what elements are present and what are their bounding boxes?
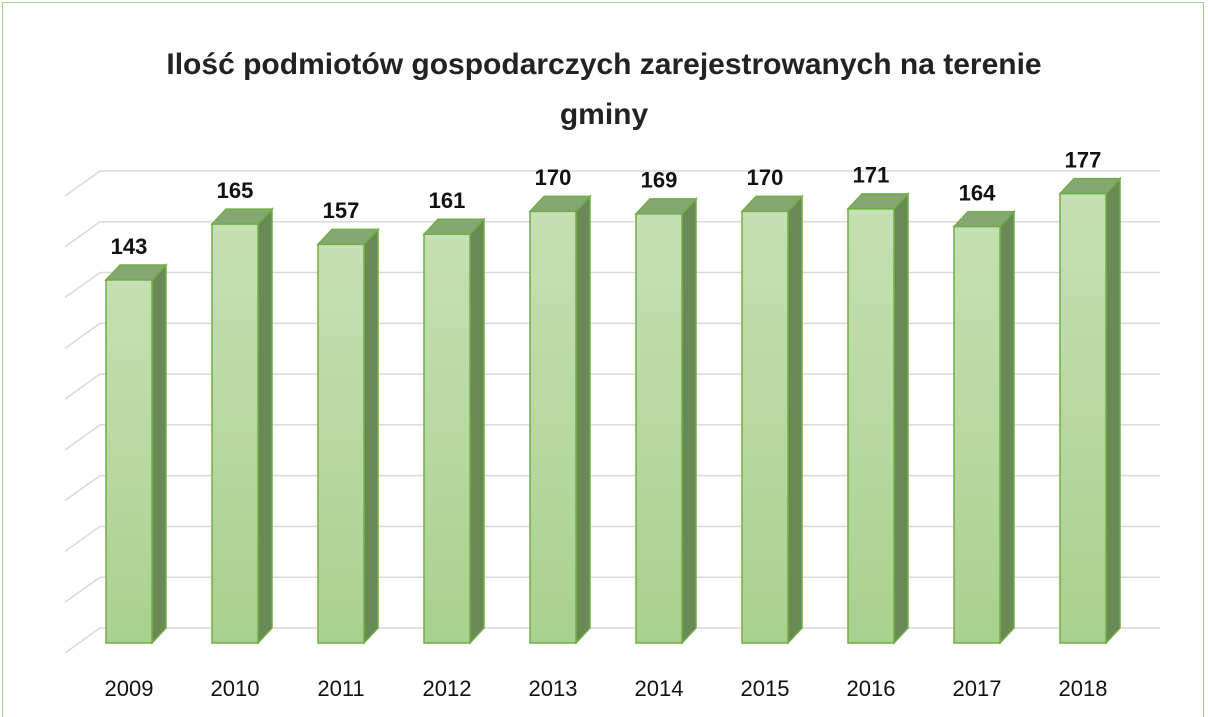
bar-side [1105, 176, 1121, 645]
bar-front [1059, 192, 1107, 644]
bar-front [635, 213, 683, 644]
bar-front [953, 225, 1001, 644]
bar-side [575, 194, 591, 645]
x-tick-label: 2013 [529, 676, 578, 701]
bar-side [681, 197, 697, 645]
bar-side [363, 227, 379, 645]
bar-side [893, 191, 909, 645]
bar-side [151, 263, 167, 645]
bar-front [741, 210, 789, 644]
grid-line [64, 525, 101, 553]
bar [634, 197, 698, 645]
bar [846, 191, 910, 645]
bar-front [211, 223, 259, 644]
bar-front [105, 279, 153, 644]
grid-line [64, 271, 101, 299]
bar-front [423, 233, 471, 644]
grid-line [64, 221, 101, 248]
data-label: 170 [535, 165, 572, 190]
grid-line [64, 322, 101, 349]
bar [528, 194, 592, 645]
bar-side [257, 207, 273, 645]
x-tick-label: 2011 [317, 676, 364, 701]
x-tick-label: 2015 [741, 676, 790, 701]
data-label: 171 [853, 163, 890, 188]
bar-front [529, 210, 577, 644]
bar [316, 227, 380, 645]
grid-line [64, 424, 101, 451]
grid-line [64, 475, 101, 502]
bar-front [317, 243, 365, 644]
bar-side [999, 209, 1015, 645]
bar-side [787, 194, 803, 645]
x-tick-label: 2010 [211, 676, 260, 701]
data-label: 143 [111, 234, 148, 259]
x-tick-label: 2017 [953, 676, 1002, 701]
bar [422, 217, 486, 645]
x-tick-label: 2012 [423, 676, 472, 701]
x-tick-label: 2009 [105, 676, 154, 701]
data-label: 157 [323, 198, 360, 223]
chart-title: Ilość podmiotów gospodarczych zarejestro… [166, 48, 1042, 131]
bar [740, 194, 804, 645]
data-label: 161 [429, 188, 466, 213]
bar [210, 207, 274, 645]
bar [1058, 176, 1122, 645]
bar-side [469, 217, 485, 645]
bar [104, 263, 168, 645]
data-label: 165 [217, 178, 254, 203]
data-label: 170 [747, 165, 784, 190]
bar-front [847, 208, 895, 644]
grid-line [64, 576, 101, 603]
x-tick-label: 2018 [1059, 676, 1108, 701]
grid-line [64, 373, 101, 400]
x-tick-label: 2016 [847, 676, 896, 701]
data-label: 169 [641, 168, 678, 193]
data-label: 177 [1065, 147, 1102, 172]
grid-line [64, 627, 101, 654]
x-tick-label: 2014 [635, 676, 684, 701]
bar [952, 209, 1016, 645]
grid-line [64, 170, 101, 197]
data-label: 164 [959, 180, 996, 205]
